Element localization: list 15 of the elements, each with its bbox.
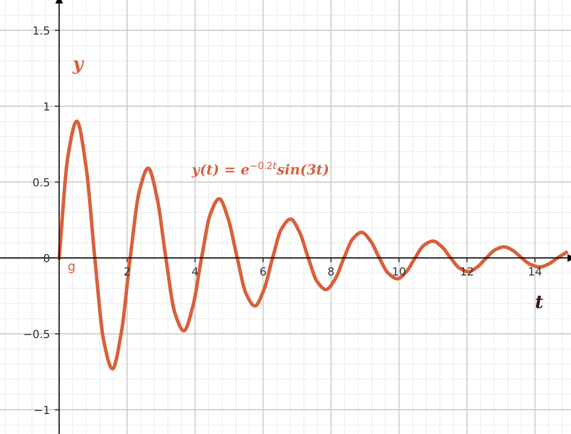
y-tick-label: −1: [34, 406, 50, 414]
x-tick-label: 6: [260, 267, 266, 276]
series-label: g: [68, 264, 74, 274]
x-tick-label: 10: [393, 267, 406, 276]
y-tick-label: 1.5: [34, 26, 50, 35]
x-tick-label: 8: [328, 267, 334, 276]
x-tick-label: 4: [192, 267, 198, 276]
y-axis-title: y: [72, 60, 84, 74]
y-tick-label: −0.5: [24, 330, 50, 338]
y-tick-label: 0.5: [33, 178, 50, 186]
x-tick-label: 2: [124, 267, 130, 276]
x-tick-label: 14: [529, 267, 542, 276]
x-axis-title: t: [536, 296, 544, 308]
y-tick-label: 1: [44, 102, 50, 110]
annotation: y(t) = e$^{−0.2t}$sin(3t): [191, 162, 328, 178]
